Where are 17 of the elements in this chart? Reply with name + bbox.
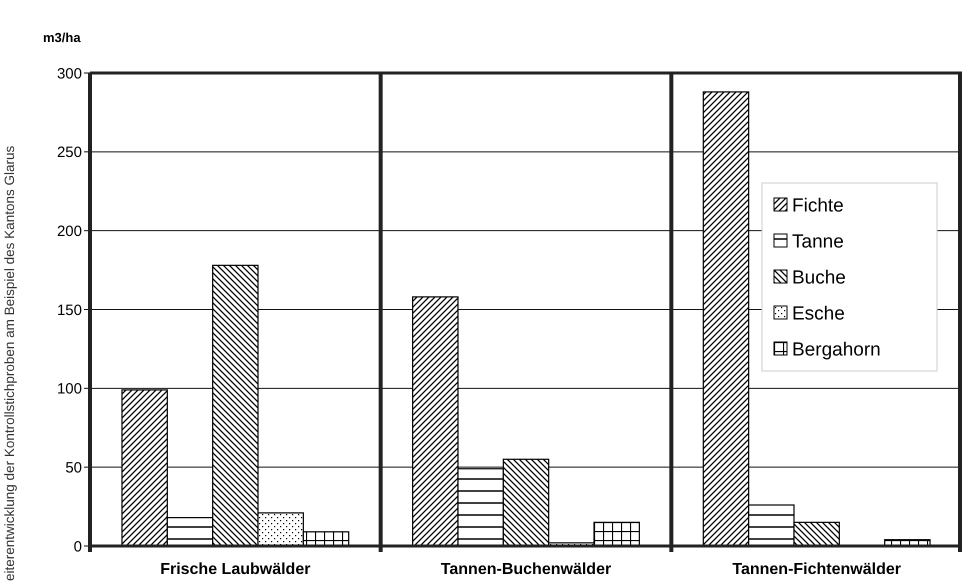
x-tick-label: Tannen-Buchenwälder	[440, 561, 612, 578]
text: eiterentwicklung der Kontrollstichproben am Beispiel des Kantons Glarus	[2, 146, 17, 581]
legend-label: Bergahorn	[792, 340, 881, 361]
y-axis-title: m3/ha	[43, 30, 82, 45]
y-tick-label: 0	[74, 538, 82, 556]
y-tick-label: 150	[56, 302, 82, 319]
y-tick-label: 250	[56, 144, 82, 162]
legend-label: Fichte	[792, 196, 844, 217]
y-tick-label: 100	[56, 380, 82, 398]
legend-label: Esche	[792, 304, 845, 325]
legend-label: Tanne	[792, 232, 844, 253]
y-tick-label: 200	[56, 222, 82, 240]
y-tick-label: 50	[65, 459, 82, 476]
y-tick-label: 300	[56, 65, 82, 82]
legend-label: Buche	[792, 268, 846, 289]
x-tick-label: Frische Laubwälder	[160, 561, 310, 578]
x-tick-label: Tannen-Fichtenwälder	[732, 561, 901, 578]
